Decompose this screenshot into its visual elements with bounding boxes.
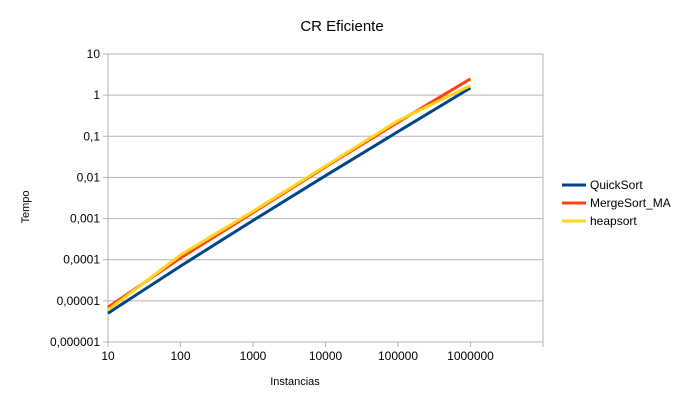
y-tick-label: 0,1 xyxy=(83,129,100,143)
y-tick-label: 0,00001 xyxy=(57,294,101,308)
x-tick-label: 10000 xyxy=(309,349,343,363)
legend-label: heapsort xyxy=(590,214,637,228)
series-line-heapsort xyxy=(107,84,472,312)
grid xyxy=(108,53,543,343)
y-tick-label: 1 xyxy=(93,88,100,102)
x-tick-label: 100000 xyxy=(378,349,418,363)
x-tick-label: 10 xyxy=(101,349,115,363)
series-line-quicksort xyxy=(107,86,472,315)
legend: QuickSort MergeSort_MA heapsort xyxy=(562,178,671,228)
y-tick-labels: 0,000001 0,00001 0,0001 0,001 0,01 0,1 1 10 xyxy=(50,47,100,349)
x-tick-label: 1000 xyxy=(240,349,267,363)
x-tick-label: 1000000 xyxy=(447,349,494,363)
axes xyxy=(103,53,544,347)
y-tick-label: 10 xyxy=(87,47,101,61)
y-tick-label: 0,001 xyxy=(70,212,100,226)
x-axis-title: Instancias xyxy=(270,376,320,388)
legend-label: MergeSort_MA xyxy=(590,196,671,210)
chart-title: CR Eficiente xyxy=(300,18,383,35)
series-lines xyxy=(107,77,472,315)
x-tick-labels: 10 100 1000 10000 100000 1000000 xyxy=(101,349,494,363)
y-tick-label: 0,000001 xyxy=(50,335,100,349)
y-tick-label: 0,01 xyxy=(77,170,101,184)
legend-label: QuickSort xyxy=(590,178,643,192)
y-axis-title: Tempo xyxy=(20,190,32,223)
x-tick-label: 100 xyxy=(170,349,190,363)
y-tick-label: 0,0001 xyxy=(63,253,100,267)
